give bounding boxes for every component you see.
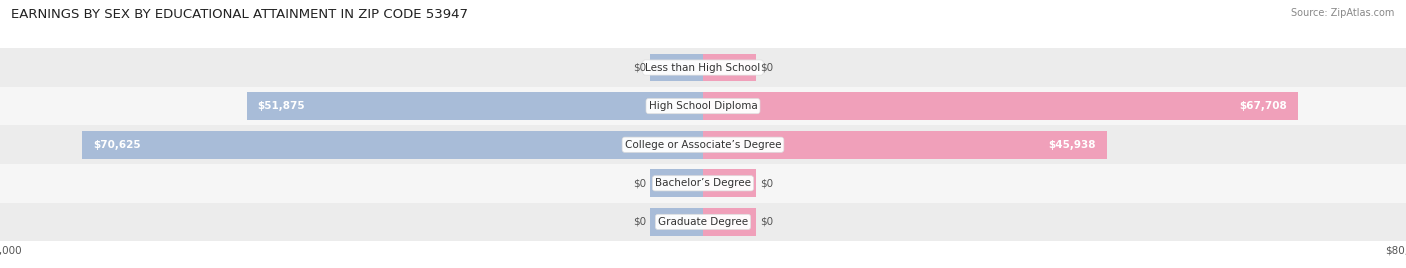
- Text: College or Associate’s Degree: College or Associate’s Degree: [624, 140, 782, 150]
- Bar: [650, 208, 703, 236]
- Bar: [703, 131, 1107, 159]
- Bar: [0, 203, 1406, 241]
- Bar: [703, 92, 1298, 120]
- Bar: [0, 125, 1406, 164]
- Bar: [703, 208, 756, 236]
- Text: $70,625: $70,625: [93, 140, 141, 150]
- Bar: [83, 131, 703, 159]
- Text: $0: $0: [633, 178, 645, 188]
- Text: $0: $0: [761, 178, 773, 188]
- Text: Bachelor’s Degree: Bachelor’s Degree: [655, 178, 751, 188]
- Bar: [247, 92, 703, 120]
- Bar: [650, 54, 703, 81]
- Text: Graduate Degree: Graduate Degree: [658, 217, 748, 227]
- Bar: [650, 169, 703, 197]
- Text: $0: $0: [633, 217, 645, 227]
- Bar: [0, 164, 1406, 203]
- Text: High School Diploma: High School Diploma: [648, 101, 758, 111]
- Bar: [0, 48, 1406, 87]
- Text: $0: $0: [761, 62, 773, 73]
- Text: Source: ZipAtlas.com: Source: ZipAtlas.com: [1291, 8, 1395, 18]
- Text: $0: $0: [761, 217, 773, 227]
- Bar: [703, 169, 756, 197]
- Text: $0: $0: [633, 62, 645, 73]
- Text: $67,708: $67,708: [1240, 101, 1288, 111]
- Text: Less than High School: Less than High School: [645, 62, 761, 73]
- Bar: [703, 54, 756, 81]
- Text: $51,875: $51,875: [257, 101, 305, 111]
- Bar: [0, 87, 1406, 125]
- Text: EARNINGS BY SEX BY EDUCATIONAL ATTAINMENT IN ZIP CODE 53947: EARNINGS BY SEX BY EDUCATIONAL ATTAINMEN…: [11, 8, 468, 21]
- Text: $45,938: $45,938: [1049, 140, 1097, 150]
